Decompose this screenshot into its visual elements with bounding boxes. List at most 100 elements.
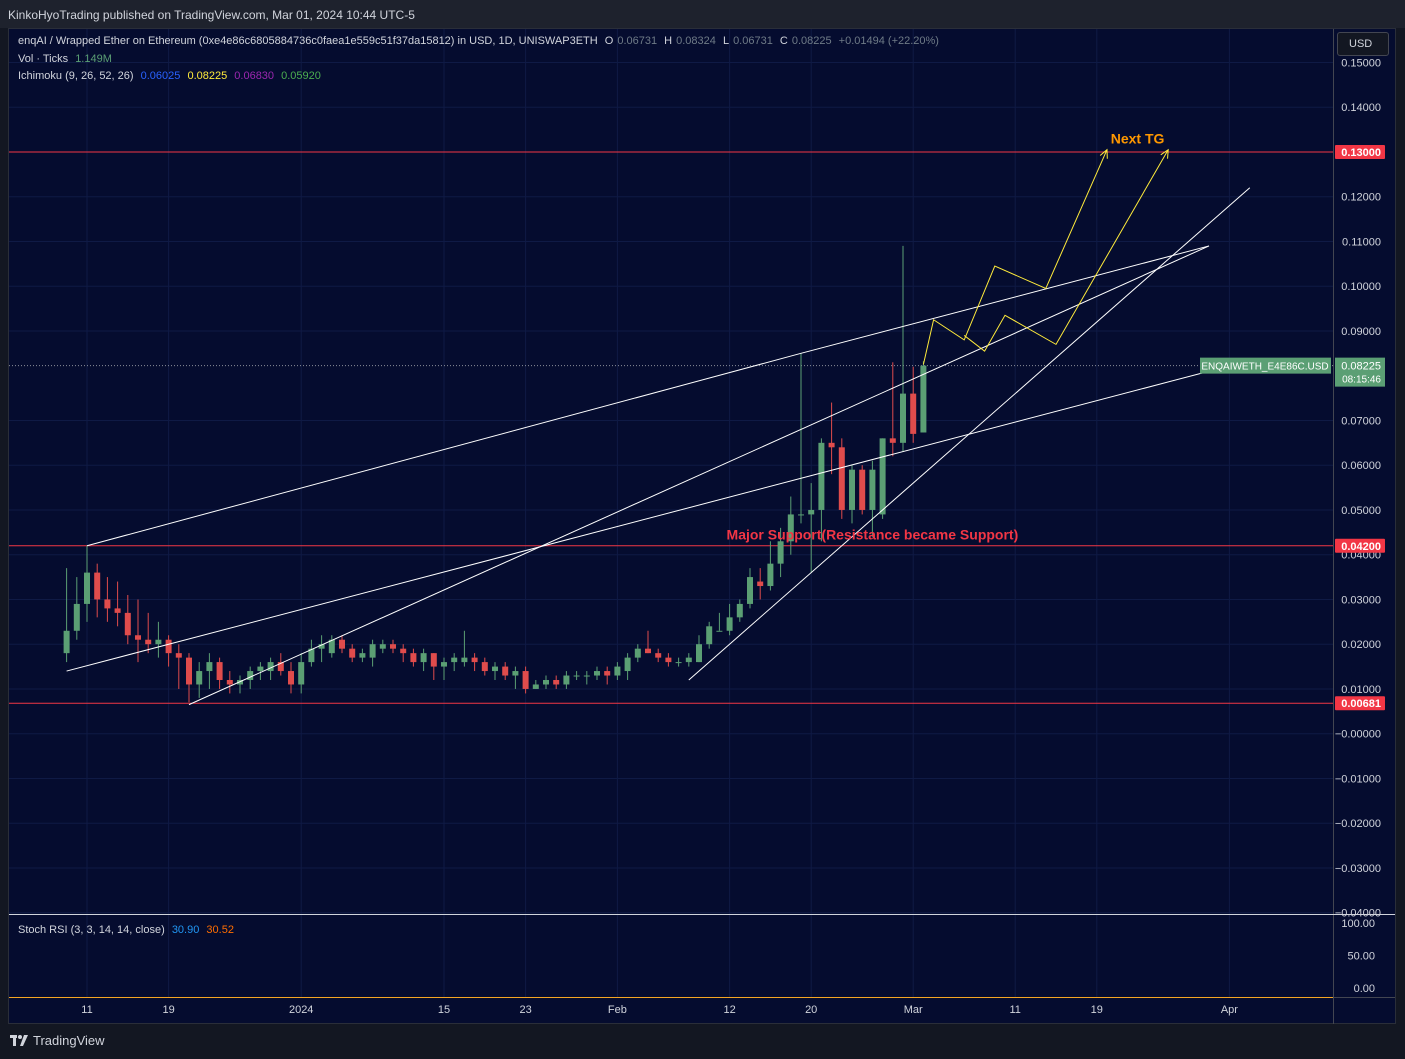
price-level-badge [1335,696,1385,711]
symbol-tag-label: ENQAIWETH_E4E86C.USD [1201,362,1328,373]
candle-body [390,644,396,649]
candle-body [298,662,305,685]
candle-body [196,671,203,685]
projection-arrowhead [1160,148,1169,159]
candle-body [124,612,131,636]
x-tick-label: 11 [1009,1004,1020,1016]
x-tick-label: 20 [805,1004,817,1016]
publisher-bar: KinkoHyoTrading published on TradingView… [0,0,1405,28]
candle-body [369,644,376,658]
x-tick-label: 19 [1091,1004,1103,1016]
candle-body [726,617,733,631]
candle-body [808,509,815,515]
change-value: +0.01494 (+22.20%) [838,35,939,47]
candle-body [777,541,784,564]
chart-frame [8,28,1396,1024]
ichimoku-label[interactable]: Ichimoku (9, 26, 52, 26) [18,70,134,82]
price-level-label: 0.13000 [1341,147,1381,159]
publisher-text: KinkoHyoTrading published on TradingView… [8,8,415,22]
x-tick-label: 12 [723,1004,735,1016]
candle-body [859,469,866,510]
tradingview-logo[interactable]: TradingView [10,1033,105,1048]
candle-body [73,603,80,631]
candle-body [624,657,631,672]
candle-body [634,648,641,658]
low-label: L [722,35,730,47]
candle-body [400,648,407,654]
tradingview-logo-icon [10,1034,28,1046]
price-level-label: 0.00681 [1341,698,1381,710]
y-tick-label: 0.14000 [1341,102,1381,114]
candle-body [900,393,906,443]
low-value: 0.06731 [733,35,773,47]
volume-legend: Vol · Ticks 1.149M [18,53,116,65]
trendline [688,187,1251,681]
candle-body [512,671,519,676]
candle-body [787,514,794,542]
candle-body [879,438,886,515]
candle-body [553,680,560,685]
ichimoku-legend: Ichimoku (9, 26, 52, 26) 0.06025 0.08225… [18,70,325,82]
currency-button[interactable]: USD [1337,32,1389,56]
candle-body [430,653,437,667]
symbol-title[interactable]: enqAI / Wrapped Ether on Ethereum (0xe4e… [18,35,598,47]
x-tick-label: Mar [904,1004,923,1016]
candle-body [706,626,713,645]
candle-body [573,675,580,677]
y-tick-label: 0.01000 [1341,684,1381,696]
open-value: 0.06731 [617,35,658,47]
candle-body [736,603,743,618]
candle-body [308,648,315,663]
ichimoku-leading-value: 0.05920 [281,70,321,82]
candle-body [94,572,101,600]
volume-value: 1.149M [75,53,112,65]
tradingview-brand: TradingView [33,1033,105,1048]
candle-body [502,666,509,676]
stoch-tick-label: 0.00 [1354,983,1375,995]
trendline [188,245,1210,706]
y-tick-label: 0.12000 [1341,192,1381,204]
candle-body [441,662,447,667]
stoch-d-value: 30.52 [206,924,234,936]
x-tick-label: 19 [162,1004,174,1016]
x-tick-label: Feb [608,1004,627,1016]
x-tick-label: Apr [1221,1004,1238,1016]
candle-body [522,671,529,689]
trendline [800,245,1210,354]
candle-body [757,581,764,587]
candle-body [563,675,570,685]
candle-body [135,635,141,640]
candle-body [63,630,70,654]
candle-body [277,662,284,672]
candle-body [838,447,845,510]
candle-body [145,639,152,645]
candle-body [920,365,927,433]
high-label: H [664,35,673,47]
candle-body [186,657,192,685]
candle-body [471,657,478,663]
stoch-legend: Stoch RSI (3, 3, 14, 14, close) 30.90 30… [18,924,238,936]
candle-body [114,608,121,613]
y-tick-label: −0.03000 [1335,863,1381,875]
candle-body [594,671,600,676]
candle-body [696,644,702,663]
candle-body [237,680,243,685]
candle-body [767,563,774,587]
candle-body [379,644,386,649]
candle-body [175,653,182,658]
annotation-next-target: Next TG [1111,131,1165,147]
candle-body [481,662,488,672]
candle-body [716,630,723,632]
candle-body [798,514,804,516]
candle-body [216,662,223,680]
candle-body [685,657,692,663]
volume-label[interactable]: Vol · Ticks [18,53,69,65]
trendline [66,370,1210,672]
projection-arrowhead [1099,148,1108,159]
stoch-label[interactable]: Stoch RSI (3, 3, 14, 14, close) [18,924,165,936]
y-tick-label: 0.11000 [1342,236,1381,248]
candle-body [543,680,549,685]
candle-body [869,469,876,510]
candle-body [675,662,682,664]
